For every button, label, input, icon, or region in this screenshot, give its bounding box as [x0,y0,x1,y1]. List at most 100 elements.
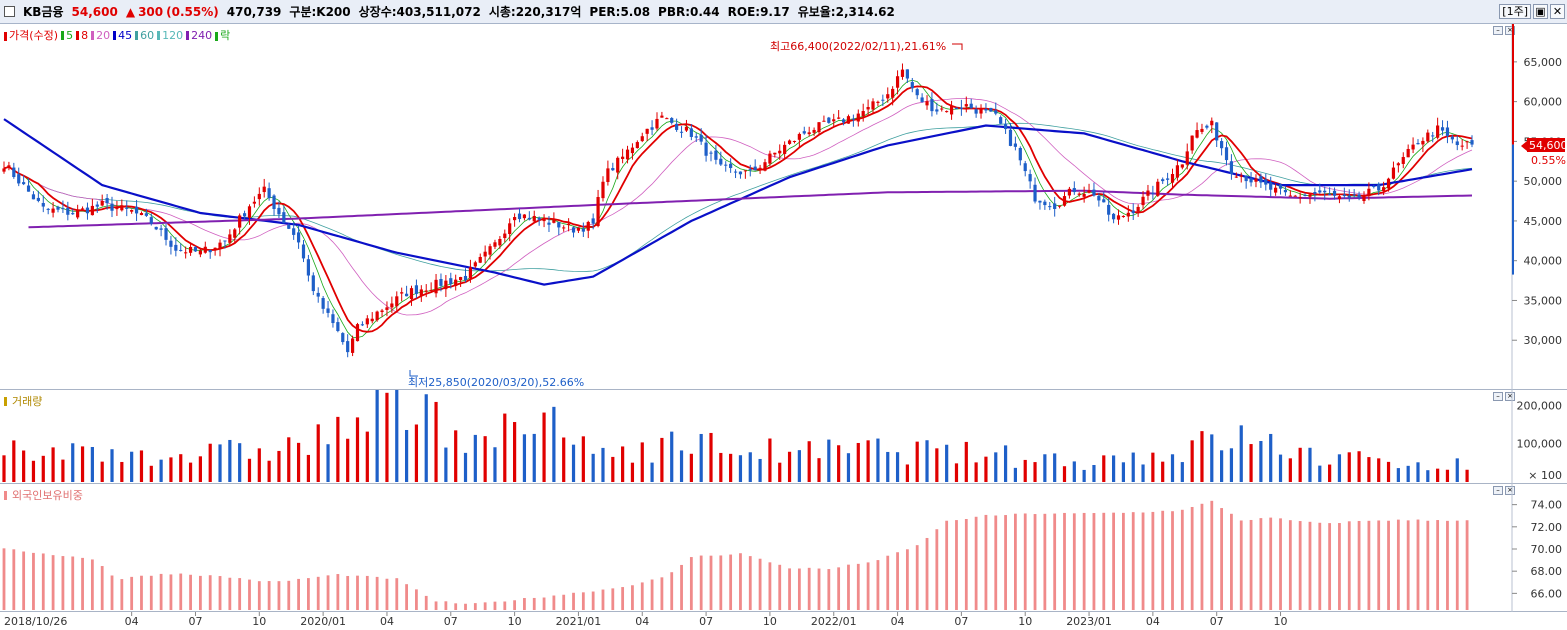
candle [1372,184,1376,189]
candle [321,296,325,314]
candle [675,118,679,132]
legend-item-ma120[interactable]: 120 [157,29,183,42]
candle [522,214,527,221]
legend-item-ma60[interactable]: 60 [135,29,154,42]
candle [454,274,458,291]
volume-bar [1190,440,1194,482]
select-checkbox[interactable] [4,6,15,17]
foreign-ratio-bar [640,582,644,610]
volume-bar [837,445,841,482]
volume-legend: 거래량 [4,393,42,409]
candle [729,158,733,173]
candle [429,282,433,293]
candle [1156,178,1160,197]
candle [895,70,900,95]
candle [1386,177,1391,192]
volume-bar [797,450,801,482]
candle [679,126,684,138]
candle [1318,183,1322,194]
candle [517,208,522,223]
price-axis-tick: 60,000 [1524,96,1563,109]
volume-panel-minimize-icon[interactable]: – [1493,392,1503,401]
candle [1136,204,1140,217]
legend-item-lock[interactable]: 락 [215,27,230,43]
legend-item-ma45[interactable]: 45 [113,29,132,42]
candle [1151,185,1155,200]
foreign-ratio-bar [1406,520,1410,610]
candle [778,144,782,160]
candle [503,229,507,243]
candle [665,117,669,120]
foreign-ratio-chart[interactable]: 74.00 72.00 70.00 68.00 66.00 [0,484,1567,612]
legend-item-ma240[interactable]: 240 [186,29,212,42]
foreign-panel-minimize-icon[interactable]: – [1493,486,1503,495]
price-panel[interactable]: 가격(수정) 5 8 20 45 60 120 240 락 – × 65,000 6… [0,24,1567,390]
volume-panel-close-icon[interactable]: × [1505,392,1515,401]
foreign-ratio-bar [925,537,929,610]
foreign-ratio-bar [297,578,300,610]
candle [164,224,168,246]
panel-minimize-icon[interactable]: – [1493,26,1503,35]
foreign-legend-label[interactable]: 외국인보유비중 [12,489,83,502]
candle [1367,182,1371,201]
stock-name: KB금융 [23,5,64,19]
price-chart[interactable]: 65,00060,00055,00050,00045,00040,00035,0… [0,24,1567,390]
foreign-ratio-bar [1367,520,1371,610]
candle [1082,186,1086,203]
panel-close-icon[interactable]: × [1505,26,1515,35]
foreign-panel[interactable]: 외국인보유비중 – × 74.00 72.00 70.00 68.00 66.00 [0,484,1567,612]
candle [611,162,615,172]
candle [915,87,919,100]
volume-bar [513,422,517,482]
foreign-ratio-bar [1279,518,1282,610]
legend-item-ma20[interactable]: 20 [91,29,110,42]
candle [1220,138,1224,156]
candle [459,276,463,287]
candle [1067,186,1072,199]
foreign-ratio-bar [1210,500,1214,610]
foreign-ratio-bar [1082,512,1086,610]
candle [1018,146,1022,166]
candle [935,102,939,115]
candle [287,223,291,230]
candle [444,275,448,297]
close-icon[interactable]: ✕ [1550,4,1565,19]
legend-item-ma5[interactable]: 5 [61,29,73,42]
candle [61,200,65,213]
volume-bar [640,442,644,482]
volume-bar [699,433,703,482]
candle [1347,189,1351,202]
foreign-ratio-bar [483,602,487,610]
foreign-ratio-bar [2,548,6,610]
legend-item-ma8[interactable]: 8 [76,29,88,42]
candle [179,243,183,252]
volume-bar [817,458,821,482]
candle [1382,181,1386,196]
foreign-ratio-bar [1259,518,1263,610]
candle [974,105,978,118]
candle [797,132,801,148]
candle [272,194,276,216]
volume-bar [1170,454,1175,482]
candle [724,161,728,172]
foreign-panel-close-icon[interactable]: × [1505,486,1515,495]
volume-bar [994,452,998,482]
volume-chart[interactable]: 200,000 100,000 × 100 [0,390,1567,484]
foreign-ratio-bar [621,587,625,610]
candle [468,259,473,283]
foreign-ratio-bar [189,574,192,610]
volume-panel[interactable]: 거래량 – × 200,000 100,000 × 100 [0,390,1567,484]
foreign-ratio-bar [945,520,949,610]
candle [326,300,330,318]
volume-bar [198,456,202,482]
candle [1092,182,1096,197]
candle [208,249,212,259]
maximize-icon[interactable]: ▣ [1533,4,1548,19]
candle [1131,203,1135,220]
volume-bar [1111,455,1116,482]
period-button[interactable]: [1주] [1499,4,1531,19]
legend-item-price[interactable]: 가격(수정) [4,27,58,43]
volume-legend-label[interactable]: 거래량 [12,395,43,408]
volume-bar [1161,461,1165,482]
candle [400,287,404,302]
